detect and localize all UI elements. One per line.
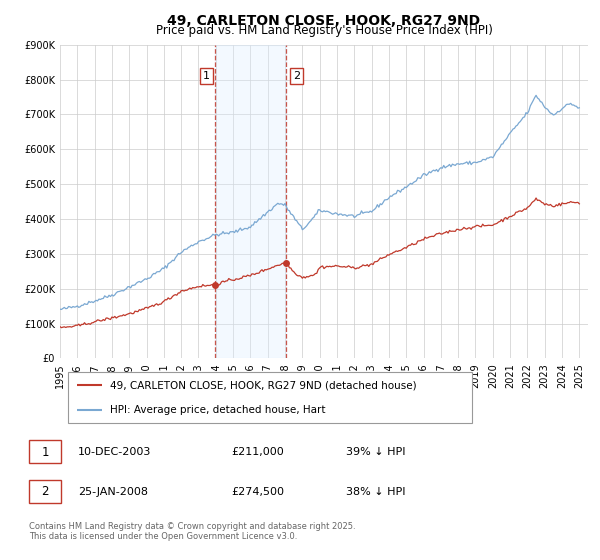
Text: 1: 1: [41, 446, 49, 459]
Text: 10-DEC-2003: 10-DEC-2003: [78, 447, 152, 457]
Text: 1: 1: [203, 71, 210, 81]
Text: 2: 2: [293, 71, 300, 81]
Bar: [29, 440, 61, 463]
Bar: [215, 45, 286, 358]
Text: 25-JAN-2008: 25-JAN-2008: [78, 487, 148, 497]
Text: £211,000: £211,000: [231, 447, 284, 457]
Text: 39% ↓ HPI: 39% ↓ HPI: [346, 447, 406, 457]
Text: £274,500: £274,500: [231, 487, 284, 497]
Text: HPI: Average price, detached house, Hart: HPI: Average price, detached house, Hart: [110, 405, 326, 415]
Text: Price paid vs. HM Land Registry's House Price Index (HPI): Price paid vs. HM Land Registry's House …: [155, 24, 493, 37]
Bar: [29, 480, 61, 503]
Text: 49, CARLETON CLOSE, HOOK, RG27 9ND (detached house): 49, CARLETON CLOSE, HOOK, RG27 9ND (deta…: [110, 380, 417, 390]
Text: Contains HM Land Registry data © Crown copyright and database right 2025.
This d: Contains HM Land Registry data © Crown c…: [29, 522, 356, 542]
Title: 49, CARLETON CLOSE, HOOK, RG27 9ND: 49, CARLETON CLOSE, HOOK, RG27 9ND: [167, 15, 481, 29]
Text: 38% ↓ HPI: 38% ↓ HPI: [346, 487, 406, 497]
Text: 2: 2: [41, 485, 49, 498]
